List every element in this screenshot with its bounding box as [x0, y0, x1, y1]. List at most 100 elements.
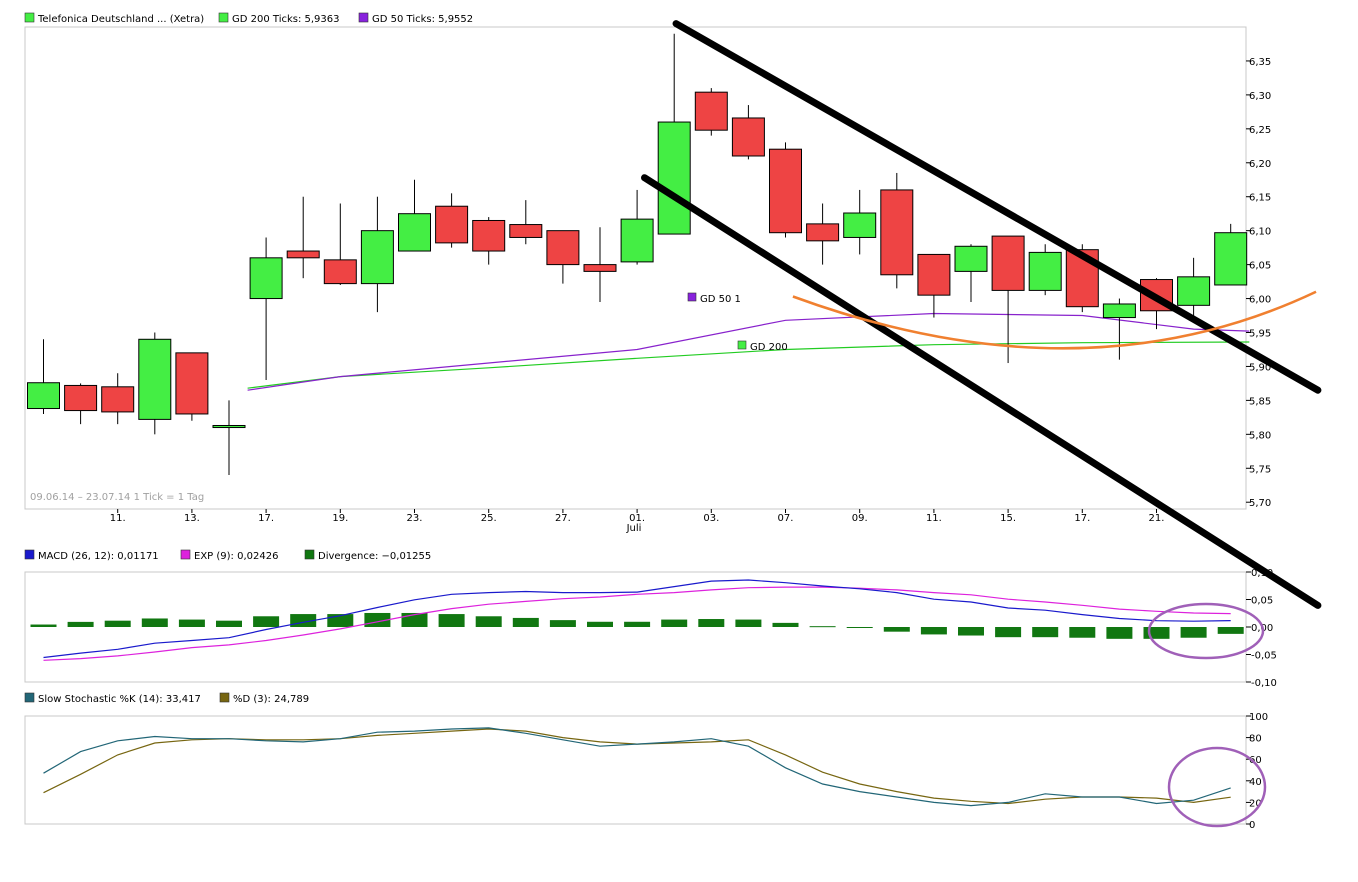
- candle-body-down: [917, 253, 951, 296]
- candle-body-down: [546, 230, 580, 266]
- divergence-bar: [809, 626, 836, 628]
- divergence-bar: [1106, 627, 1133, 639]
- gd200-line: [247, 341, 1250, 389]
- divergence-bar: [698, 619, 725, 627]
- candle-body-up: [249, 257, 283, 300]
- divergence-bar: [401, 612, 428, 627]
- divergence-bar: [661, 619, 688, 627]
- candle-body-up: [657, 121, 691, 235]
- candle: [694, 88, 728, 136]
- candle: [731, 105, 765, 160]
- y-tick-label: 6,15: [1249, 193, 1271, 204]
- price-legend: Telefonica Deutschland ... (Xetra) GD 200…: [24, 12, 473, 25]
- candle: [398, 179, 431, 252]
- divergence-bar: [735, 619, 762, 627]
- candle: [657, 33, 691, 235]
- legend-swatch: [304, 549, 315, 560]
- candle-body-down: [694, 91, 728, 131]
- candle-body-down: [991, 235, 1025, 291]
- legend-swatch: [24, 549, 35, 560]
- divergence-bar: [30, 624, 57, 627]
- x-tick-label: 19.: [332, 513, 348, 524]
- y-tick-label: 5,85: [1249, 396, 1271, 407]
- divergence-bar: [1217, 627, 1244, 634]
- legend-label: MACD (26, 12): 0,01171: [38, 551, 159, 562]
- stoch-legend: Slow Stochastic %K (14): 33,417 %D (3): 2…: [24, 692, 309, 705]
- candle-body-up: [954, 245, 988, 272]
- legend-label: GD 50 Ticks: 5,9552: [372, 14, 473, 25]
- candle-body-down: [880, 189, 914, 276]
- y-tick-label: 5,90: [1249, 362, 1271, 373]
- x-tick-label: 23.: [407, 513, 423, 524]
- candle: [583, 227, 617, 302]
- legend-swatch: [24, 692, 35, 703]
- x-tick-label: 11.: [926, 513, 942, 524]
- stoch-y-tick-label: 20: [1249, 798, 1262, 809]
- candle: [360, 196, 394, 313]
- stoch-y-tick-label: 80: [1249, 734, 1262, 745]
- candle: [917, 253, 951, 318]
- x-month-label: Juli: [626, 523, 642, 534]
- candle: [323, 203, 357, 285]
- macd-y-tick-label: -0,10: [1251, 678, 1277, 689]
- lower-trend-line: [641, 174, 1322, 609]
- divergence-bar: [512, 617, 539, 627]
- candle-body-up: [1102, 303, 1136, 319]
- stoch-panel-frame: [24, 715, 1247, 825]
- divergence-bar: [549, 620, 576, 627]
- legend-label: EXP (9): 0,02426: [194, 551, 278, 562]
- x-tick-label: 17.: [258, 513, 274, 524]
- legend-swatch: [180, 549, 191, 560]
- candle-body-up: [212, 424, 246, 429]
- price-y-axis: 6,35 6,30 6,25 6,20 6,15 6,10 6,05 6,00 5,95 5,90…: [1246, 57, 1271, 509]
- candle-body-down: [175, 352, 209, 415]
- candle-body-up: [1028, 251, 1062, 291]
- candle: [175, 352, 209, 421]
- candle-body-up: [1177, 276, 1211, 306]
- legend-label: GD 200 Ticks: 5,9363: [232, 14, 340, 25]
- candle: [546, 230, 580, 284]
- gd50-swatch: [687, 292, 697, 302]
- divergence-bar: [141, 618, 168, 627]
- macd-highlight-circle: [1147, 602, 1265, 660]
- candlestick-series: [27, 33, 1248, 476]
- y-tick-label: 6,20: [1249, 159, 1271, 170]
- divergence-bar: [1180, 627, 1207, 638]
- candle: [212, 400, 246, 476]
- divergence-bar: [920, 627, 947, 635]
- macd-y-axis: 0,100,050,00-0,05-0,10: [1246, 568, 1277, 689]
- stoch-y-axis: 100 80 60 40 20 0: [1246, 712, 1268, 831]
- macd-legend: MACD (26, 12): 0,01171 EXP (9): 0,02426 Di…: [24, 549, 431, 562]
- x-tick-label: 13.: [184, 513, 200, 524]
- stochastic-series: [43, 727, 1231, 807]
- candle-body-down: [509, 224, 543, 238]
- divergence-bar: [216, 620, 242, 627]
- y-tick-label: 5,75: [1249, 464, 1271, 475]
- candle: [64, 383, 98, 425]
- candle-body-up: [843, 212, 877, 238]
- candle: [1177, 257, 1211, 319]
- price-x-axis: 11. 13. 17. 19. 23. 25. 27. 01. 03. 07. 09. 11. 15. 1…: [110, 509, 1164, 524]
- candle-body-up: [360, 230, 394, 285]
- candle-body-down: [806, 223, 840, 242]
- candle: [954, 244, 988, 302]
- macd-y-tick-label: -0,05: [1251, 651, 1277, 662]
- candle: [249, 237, 283, 381]
- price-panel-frame: [24, 26, 1247, 510]
- legend-swatch: [358, 12, 369, 23]
- candle-body-down: [323, 259, 357, 285]
- divergence-bar: [104, 620, 131, 627]
- candle-body-up: [620, 218, 654, 263]
- divergence-bar: [587, 621, 613, 627]
- candle: [806, 203, 840, 265]
- y-tick-label: 6,30: [1249, 91, 1271, 102]
- macd-line: [43, 579, 1231, 659]
- stoch-y-tick-label: 100: [1249, 712, 1268, 723]
- exp-line: [43, 586, 1231, 661]
- candle: [620, 189, 654, 265]
- candle-body-down: [435, 205, 469, 244]
- candle: [769, 142, 802, 238]
- y-tick-label: 5,95: [1249, 328, 1271, 339]
- rounding-bottom-arc: [792, 290, 1317, 350]
- candle-body-up: [138, 338, 172, 420]
